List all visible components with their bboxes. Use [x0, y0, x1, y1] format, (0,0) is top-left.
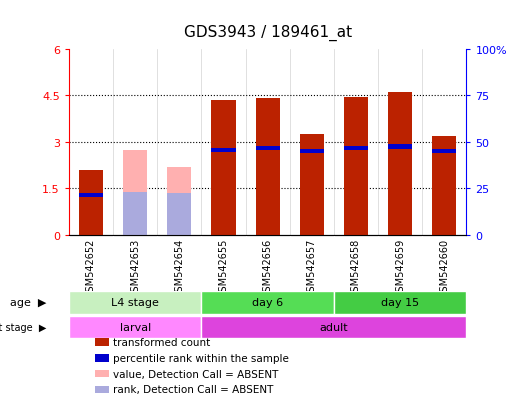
Bar	[211, 148, 236, 152]
Text: GSM542653: GSM542653	[130, 238, 140, 297]
Text: L4 stage: L4 stage	[111, 297, 159, 308]
Bar	[167, 167, 191, 235]
Bar	[201, 316, 466, 339]
Bar	[69, 291, 201, 314]
Text: GSM542654: GSM542654	[174, 238, 184, 297]
Text: GSM542656: GSM542656	[263, 238, 272, 297]
Bar	[123, 192, 147, 235]
Text: GDS3943 / 189461_at: GDS3943 / 189461_at	[183, 25, 352, 41]
Text: GSM542652: GSM542652	[86, 238, 96, 297]
Bar	[334, 291, 466, 314]
Bar	[432, 149, 456, 153]
Bar	[299, 150, 324, 154]
Bar	[69, 316, 201, 339]
Text: rank, Detection Call = ABSENT: rank, Detection Call = ABSENT	[113, 385, 273, 394]
Text: adult: adult	[320, 322, 348, 332]
Bar	[344, 97, 368, 235]
Bar	[167, 194, 191, 235]
Text: GSM542658: GSM542658	[351, 238, 361, 297]
Bar	[299, 135, 324, 235]
Text: percentile rank within the sample: percentile rank within the sample	[113, 353, 289, 363]
Text: larval: larval	[120, 322, 151, 332]
Text: transformed count: transformed count	[113, 337, 210, 347]
Text: day 15: day 15	[381, 297, 419, 308]
Bar	[201, 291, 334, 314]
Text: age  ▶: age ▶	[11, 297, 47, 308]
Bar	[123, 150, 147, 235]
Bar	[255, 147, 280, 151]
Bar	[211, 101, 236, 235]
Bar	[432, 136, 456, 235]
Bar	[388, 145, 412, 149]
Text: GSM542660: GSM542660	[439, 238, 449, 297]
Bar	[79, 193, 103, 197]
Text: value, Detection Call = ABSENT: value, Detection Call = ABSENT	[113, 369, 278, 379]
Bar	[79, 170, 103, 235]
Bar	[344, 147, 368, 151]
Text: development stage  ▶: development stage ▶	[0, 322, 47, 332]
Text: day 6: day 6	[252, 297, 283, 308]
Bar	[255, 99, 280, 235]
Text: GSM542659: GSM542659	[395, 238, 405, 297]
Text: GSM542657: GSM542657	[307, 238, 317, 297]
Text: GSM542655: GSM542655	[218, 238, 228, 297]
Bar	[388, 93, 412, 235]
